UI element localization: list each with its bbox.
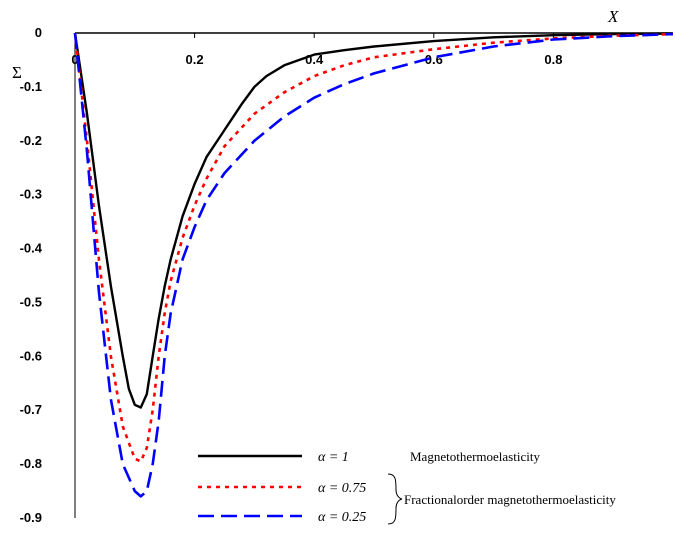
x-axis-label: X xyxy=(607,7,619,26)
y-tick-label: -0.9 xyxy=(20,510,42,525)
legend-series-label: α = 0.75 xyxy=(318,481,366,496)
y-tick-label: -0.2 xyxy=(20,133,42,148)
y-tick-label: -0.1 xyxy=(20,79,42,94)
legend-group-label-single: Magnetothermoelasticity xyxy=(410,449,540,464)
x-tick-label: 0.2 xyxy=(186,52,204,67)
y-tick-label: -0.3 xyxy=(20,187,42,202)
y-tick-label: -0.4 xyxy=(20,241,43,256)
y-tick-label: 0 xyxy=(35,25,42,40)
series-line-3 xyxy=(73,32,674,498)
y-axis-ticks: 0 -0.1 -0.2 -0.3 -0.4 -0.5 -0.6 -0.7 -0.8 -0.9 xyxy=(20,25,43,525)
y-tick-label: -0.8 xyxy=(20,456,42,471)
y-tick-label: -0.5 xyxy=(20,294,42,309)
series-group xyxy=(73,32,674,498)
legend-series-label: α = 1 xyxy=(318,450,349,465)
y-tick-label: -0.6 xyxy=(20,348,42,363)
legend: α = 1 α = 0.75 α = 0.25 Magnetothermoelasti… xyxy=(198,449,616,525)
legend-group-label-fractional: Fractionalorder magnetothermoelasticity xyxy=(404,492,616,507)
series-line-2 xyxy=(73,32,674,463)
x-tick-label: 0.8 xyxy=(544,52,562,67)
legend-series-label: α = 0.25 xyxy=(318,510,366,525)
y-tick-label: -0.7 xyxy=(20,402,42,417)
legend-brace xyxy=(387,473,403,525)
series-line-1 xyxy=(73,32,674,409)
y-axis-label: Σ xyxy=(12,63,22,82)
